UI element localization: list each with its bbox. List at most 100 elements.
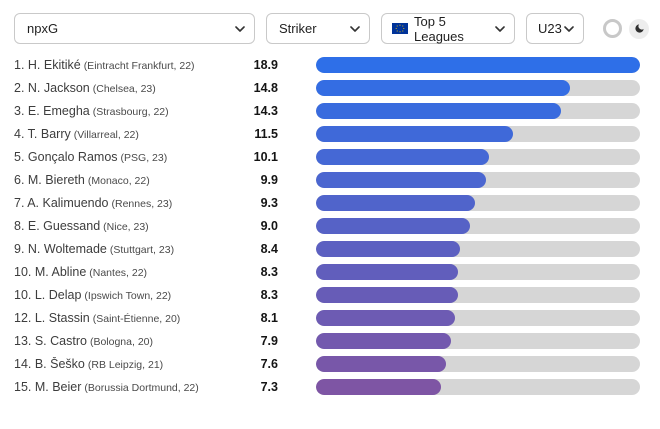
player-value: 7.9: [260, 333, 278, 348]
player-label: 6. M. Biereth (Monaco, 22): [14, 173, 250, 187]
player-label: 1. H. Ekitiké (Eintracht Frankfurt, 22): [14, 58, 250, 72]
bar-fill: [316, 56, 640, 73]
player-rank-name: 15. M. Beier: [14, 379, 82, 394]
bar-track: [316, 378, 640, 395]
player-label: 12. L. Stassin (Saint-Étienne, 20): [14, 311, 250, 325]
player-rank-name: 10. M. Abline: [14, 264, 87, 279]
metric-select[interactable]: npxG: [14, 13, 255, 44]
player-rank-name: 9. N. Woltemade: [14, 241, 107, 256]
player-club-age: (Nice, 23): [103, 220, 149, 233]
player-value: 9.3: [260, 195, 278, 210]
position-select[interactable]: Striker: [266, 13, 370, 44]
bar-fill: [316, 194, 476, 211]
metric-select-value: npxG: [27, 21, 59, 36]
player-rank-name: 14. B. Šeško: [14, 356, 85, 371]
player-row: 2. N. Jackson (Chelsea, 23) 14.8: [14, 76, 640, 99]
player-rank-name: 3. E. Emegha: [14, 103, 90, 118]
dark-theme-toggle[interactable]: [629, 18, 649, 39]
player-rank-name: 4. T. Barry: [14, 126, 71, 141]
player-label: 13. S. Castro (Bologna, 20): [14, 334, 250, 348]
chevron-down-icon: [564, 25, 574, 32]
npxg-bar-chart: 1. H. Ekitiké (Eintracht Frankfurt, 22) 1…: [0, 53, 660, 398]
player-rank-name: 8. E. Guessand: [14, 218, 101, 233]
player-value: 9.0: [260, 218, 278, 233]
player-row: 5. Gonçalo Ramos (PSG, 23) 10.1: [14, 145, 640, 168]
bar-track: [316, 171, 640, 188]
player-row: 10. M. Abline (Nantes, 22) 8.3: [14, 260, 640, 283]
bar-track: [316, 332, 640, 349]
chevron-down-icon: [495, 25, 505, 32]
player-club-age: (Rennes, 23): [111, 197, 173, 210]
player-value: 7.6: [260, 356, 278, 371]
bar-track: [316, 263, 640, 280]
player-rank-name: 6. M. Biereth: [14, 172, 85, 187]
bar-fill: [316, 171, 486, 188]
bar-fill: [316, 148, 490, 165]
player-value: 14.3: [253, 103, 278, 118]
player-row: 14. B. Šeško (RB Leipzig, 21) 7.6: [14, 352, 640, 375]
player-label: 15. M. Beier (Borussia Dortmund, 22): [14, 380, 250, 394]
player-rank-name: 7. A. Kalimuendo: [14, 195, 109, 210]
light-theme-toggle[interactable]: [603, 19, 622, 38]
player-label: 3. E. Emegha (Strasbourg, 22): [14, 104, 250, 118]
bar-fill: [316, 102, 562, 119]
filter-bar: npxG Striker Top 5 Leagues: [0, 0, 660, 44]
player-club-age: (Villarreal, 22): [73, 128, 139, 141]
player-label: 9. N. Woltemade (Stuttgart, 23): [14, 242, 250, 256]
chevron-down-icon: [235, 25, 245, 32]
player-value: 18.9: [253, 57, 278, 72]
bar-track: [316, 217, 640, 234]
player-label: 10. M. Abline (Nantes, 22): [14, 265, 250, 279]
player-row: 3. E. Emegha (Strasbourg, 22) 14.3: [14, 99, 640, 122]
bar-track: [316, 125, 640, 142]
bar-track: [316, 194, 640, 211]
player-rank-name: 5. Gonçalo Ramos: [14, 149, 118, 164]
bar-fill: [316, 332, 452, 349]
bar-fill: [316, 125, 514, 142]
player-rank-name: 2. N. Jackson: [14, 80, 90, 95]
player-club-age: (Monaco, 22): [87, 174, 150, 187]
player-row: 15. M. Beier (Borussia Dortmund, 22) 7.3: [14, 375, 640, 398]
player-row: 6. M. Biereth (Monaco, 22) 9.9: [14, 168, 640, 191]
league-select[interactable]: Top 5 Leagues: [381, 13, 515, 44]
age-select[interactable]: U23: [526, 13, 584, 44]
bar-track: [316, 102, 640, 119]
player-label: 10. L. Delap (Ipswich Town, 22): [14, 288, 250, 302]
player-club-age: (Stuttgart, 23): [109, 243, 175, 256]
bar-track: [316, 79, 640, 96]
player-row: 9. N. Woltemade (Stuttgart, 23) 8.4: [14, 237, 640, 260]
player-club-age: (PSG, 23): [120, 151, 168, 164]
player-label: 2. N. Jackson (Chelsea, 23): [14, 81, 250, 95]
player-row: 4. T. Barry (Villarreal, 22) 11.5: [14, 122, 640, 145]
player-row: 12. L. Stassin (Saint-Étienne, 20) 8.1: [14, 306, 640, 329]
player-club-age: (Chelsea, 23): [92, 82, 156, 95]
bar-fill: [316, 79, 570, 96]
bar-fill: [316, 378, 442, 395]
player-value: 11.5: [254, 126, 278, 141]
bar-track: [316, 355, 640, 372]
theme-toggle-group: [603, 18, 649, 39]
player-row: 10. L. Delap (Ipswich Town, 22) 8.3: [14, 283, 640, 306]
chevron-down-icon: [350, 25, 360, 32]
player-club-age: (Borussia Dortmund, 22): [84, 381, 199, 394]
player-club-age: (Bologna, 20): [89, 335, 153, 348]
bar-track: [316, 56, 640, 73]
player-club-age: (Saint-Étienne, 20): [92, 312, 181, 325]
moon-icon: [634, 23, 645, 34]
player-club-age: (RB Leipzig, 21): [87, 358, 164, 371]
position-select-value: Striker: [279, 21, 317, 36]
player-value: 14.8: [253, 80, 278, 95]
player-value: 9.9: [260, 172, 278, 187]
player-label: 14. B. Šeško (RB Leipzig, 21): [14, 357, 250, 371]
player-club-age: (Nantes, 22): [89, 266, 148, 279]
player-rank-name: 13. S. Castro: [14, 333, 87, 348]
bar-track: [316, 240, 640, 257]
player-rank-name: 12. L. Stassin: [14, 310, 90, 325]
player-row: 7. A. Kalimuendo (Rennes, 23) 9.3: [14, 191, 640, 214]
player-value: 7.3: [260, 379, 278, 394]
bar-track: [316, 309, 640, 326]
bar-track: [316, 148, 640, 165]
bar-fill: [316, 263, 459, 280]
player-label: 4. T. Barry (Villarreal, 22): [14, 127, 250, 141]
player-value: 8.3: [260, 264, 278, 279]
